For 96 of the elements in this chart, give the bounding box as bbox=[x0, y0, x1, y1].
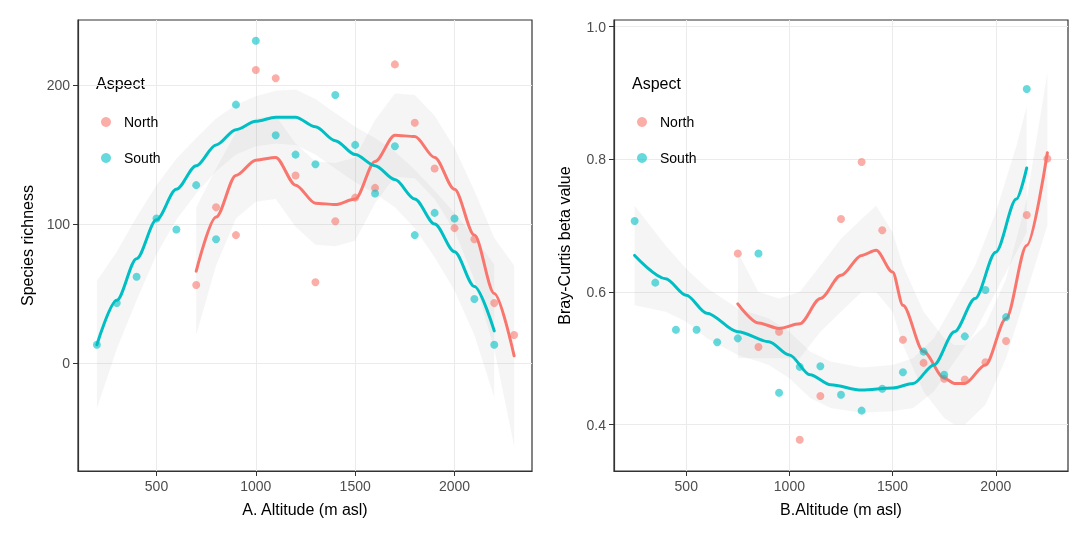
point bbox=[981, 285, 990, 294]
x-tick-label: 2000 bbox=[438, 478, 471, 494]
point bbox=[470, 235, 479, 244]
point bbox=[857, 406, 866, 415]
y-tick-label: 200 bbox=[46, 77, 71, 94]
point bbox=[371, 189, 380, 198]
legend-title: Aspect bbox=[632, 74, 682, 92]
x-tick-label: 1000 bbox=[773, 478, 806, 494]
point bbox=[919, 358, 928, 367]
point bbox=[231, 231, 240, 240]
point bbox=[490, 299, 499, 308]
point bbox=[231, 100, 240, 109]
point bbox=[311, 278, 320, 287]
point bbox=[351, 193, 360, 202]
point bbox=[192, 281, 201, 290]
point bbox=[390, 60, 399, 69]
point bbox=[331, 217, 340, 226]
point bbox=[390, 142, 399, 151]
point bbox=[692, 325, 701, 334]
x-tick-label: 500 bbox=[674, 478, 699, 494]
point bbox=[671, 325, 680, 334]
point bbox=[857, 157, 866, 166]
point bbox=[172, 225, 181, 234]
point bbox=[192, 181, 201, 190]
x-axis-title: A. Altitude (m asl) bbox=[242, 500, 368, 518]
point bbox=[251, 65, 260, 74]
point bbox=[351, 140, 360, 149]
point bbox=[919, 347, 928, 356]
point bbox=[490, 340, 499, 349]
point bbox=[291, 171, 300, 180]
y-tick-label: 0 bbox=[62, 354, 71, 371]
point bbox=[1043, 154, 1052, 163]
point bbox=[981, 358, 990, 367]
point bbox=[878, 226, 887, 235]
point bbox=[733, 334, 742, 343]
line-series bbox=[194, 133, 516, 358]
point bbox=[713, 338, 722, 347]
point bbox=[430, 164, 439, 173]
point bbox=[795, 435, 804, 444]
y-tick-label: 0.8 bbox=[586, 151, 607, 168]
point bbox=[878, 384, 887, 393]
legend-label: North bbox=[124, 114, 159, 130]
point bbox=[754, 249, 763, 258]
point bbox=[410, 231, 419, 240]
point bbox=[410, 118, 419, 127]
point bbox=[754, 342, 763, 351]
point bbox=[132, 272, 141, 281]
point bbox=[510, 331, 519, 339]
legend-label: South bbox=[660, 150, 697, 166]
line-series bbox=[633, 166, 1029, 392]
x-tick-label: 2000 bbox=[980, 478, 1012, 494]
point bbox=[940, 370, 949, 379]
point bbox=[1022, 210, 1031, 219]
y-tick-label: 100 bbox=[46, 215, 71, 232]
point bbox=[112, 299, 121, 308]
point bbox=[212, 203, 221, 212]
point bbox=[898, 335, 907, 344]
point bbox=[291, 150, 300, 159]
point bbox=[960, 332, 969, 341]
point bbox=[837, 214, 845, 223]
y-tick-label: 0.6 bbox=[586, 283, 607, 300]
point bbox=[795, 362, 804, 371]
y-axis-title: Bray-Curtis beta value bbox=[555, 166, 573, 325]
x-tick-label: 1500 bbox=[339, 478, 371, 494]
legend-label: North bbox=[660, 114, 695, 130]
point bbox=[775, 388, 784, 397]
point bbox=[331, 90, 340, 99]
point bbox=[651, 278, 660, 287]
point bbox=[733, 249, 742, 258]
point bbox=[1002, 313, 1011, 322]
point bbox=[816, 362, 825, 371]
y-axis-title: Species richness bbox=[19, 185, 37, 306]
point bbox=[271, 131, 280, 140]
point bbox=[1002, 337, 1011, 345]
point bbox=[898, 368, 907, 377]
point bbox=[470, 294, 479, 303]
x-axis-title: B.Altitude (m asl) bbox=[780, 500, 902, 518]
x-tick-label: 500 bbox=[144, 478, 169, 494]
point bbox=[212, 235, 221, 244]
point bbox=[92, 340, 101, 349]
point bbox=[1022, 84, 1031, 93]
point bbox=[271, 74, 280, 83]
legend-label: South bbox=[124, 150, 161, 166]
point bbox=[450, 224, 459, 233]
point bbox=[630, 216, 639, 225]
point bbox=[152, 214, 161, 223]
point bbox=[450, 214, 459, 223]
point bbox=[251, 36, 260, 45]
y-tick-label: 0.4 bbox=[586, 416, 607, 433]
point bbox=[816, 392, 825, 401]
point bbox=[311, 160, 320, 169]
x-tick-label: 1500 bbox=[877, 478, 909, 494]
y-tick-label: 1.0 bbox=[586, 18, 607, 35]
point bbox=[837, 390, 845, 399]
point bbox=[430, 208, 439, 217]
x-tick-label: 1000 bbox=[240, 478, 272, 494]
